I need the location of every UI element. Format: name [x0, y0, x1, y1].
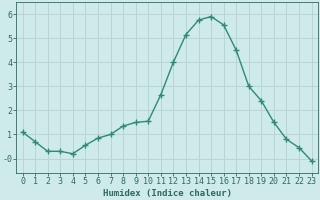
X-axis label: Humidex (Indice chaleur): Humidex (Indice chaleur): [103, 189, 232, 198]
